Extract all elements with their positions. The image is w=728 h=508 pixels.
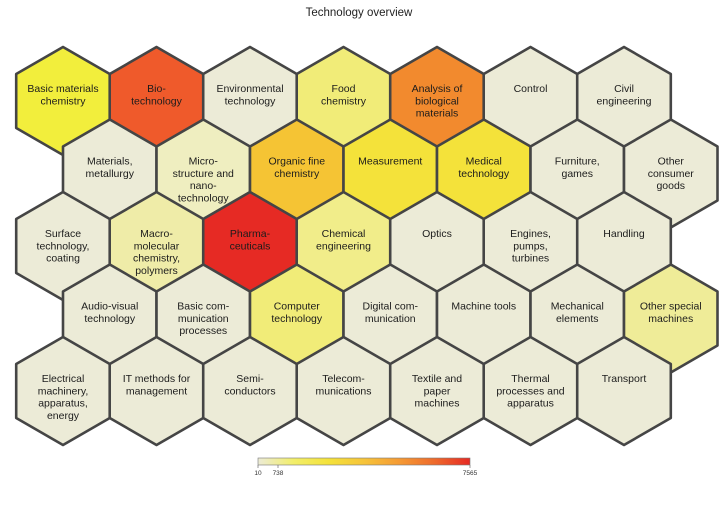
hex-label-measurement: Measurement <box>358 156 422 168</box>
hex-label-basic-materials-chemistry: Basic materials chemistry <box>27 83 98 107</box>
hex-transport <box>575 335 673 447</box>
hex-label-control: Control <box>514 83 548 95</box>
hex-label-macro-molecular-chemistry-polymers: Macro-molecular chemistry, polymers <box>133 228 180 277</box>
hex-label-civil-engineering: Civil engineering <box>597 83 652 107</box>
hex-label-other-consumer-goods: Other consumer goods <box>648 156 695 193</box>
hex-label-micro-structure-and-nano-technology: Micro-structure and nano-technology <box>173 156 234 205</box>
hex-label-computer-technology: Computer technology <box>271 301 323 325</box>
hex-label-textile-and-paper-machines: Textile and paper machines <box>412 373 462 410</box>
hex-label-thermal-processes-and-apparatus: Thermal processes and apparatus <box>496 373 564 410</box>
hex-label-bio-technology: Bio-technology <box>131 83 183 107</box>
legend-mid-label: 738 <box>273 470 284 477</box>
hex-label-other-special-machines: Other special machines <box>640 301 702 325</box>
hex-label-surface-technology-coating: Surface technology, coating <box>37 228 90 265</box>
hex-label-audio-visual-technology: Audio-visual technology <box>81 301 138 325</box>
hex-label-furniture-games: Furniture, games <box>555 156 600 180</box>
hex-label-machine-tools: Machine tools <box>451 301 516 313</box>
hex-label-digital-com-munication: Digital com-munication <box>363 301 419 325</box>
hex-label-environmental-technology: Environmental technology <box>216 83 283 107</box>
hex-label-optics: Optics <box>422 228 452 240</box>
hex-label-engines-pumps-turbines: Engines, pumps, turbines <box>510 228 551 265</box>
hex-label-pharma-ceuticals: Pharma-ceuticals <box>230 228 271 252</box>
color-scale-bar <box>257 457 471 466</box>
hex-label-handling: Handling <box>603 228 645 240</box>
chart-title: Technology overview <box>305 7 413 19</box>
hex-label-semi-conductors: Semi-conductors <box>224 373 275 397</box>
hex-label-organic-fine-chemistry: Organic fine chemistry <box>268 156 325 180</box>
hex-label-chemical-engineering: Chemical engineering <box>316 228 371 252</box>
hex-label-analysis-of-biological-materials: Analysis of biological materials <box>412 83 463 120</box>
legend-min-label: 10 <box>254 470 262 477</box>
hex-label-it-methods-for-management: IT methods for management <box>123 373 191 397</box>
hex-label-transport: Transport <box>602 373 647 385</box>
hex-label-mechanical-elements: Mechanical elements <box>551 301 604 325</box>
hex-label-basic-com-munication-processes: Basic com-munication processes <box>177 301 229 338</box>
hex-label-medical-technology: Medical technology <box>458 156 510 180</box>
legend-max-label: 7565 <box>463 470 478 477</box>
hex-label-food-chemistry: Food chemistry <box>321 83 367 107</box>
hex-label-electrical-machinery-apparatus-energy: Electrical machinery, apparatus, energy <box>38 373 89 422</box>
hex-label-telecom-munications: Telecom-munications <box>315 373 371 397</box>
hex-label-materials-metallurgy: Materials, metallurgy <box>86 156 135 180</box>
